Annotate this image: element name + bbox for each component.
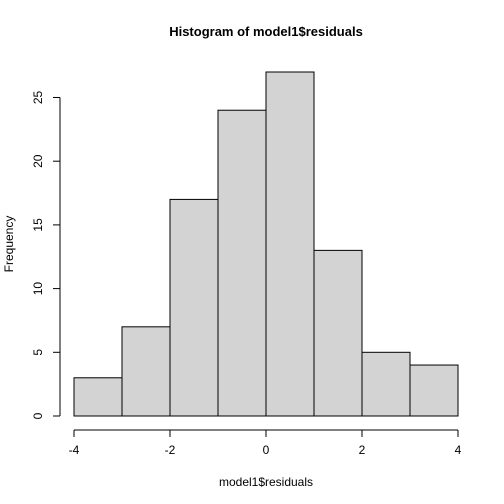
x-tick-label-0: -4 [69,443,80,457]
histogram-bar-4 [265,71,315,417]
histogram-bar-3 [217,109,267,417]
y-axis-label: Frequency [2,216,16,273]
x-tick-label-3: 2 [359,443,366,457]
histogram-bar-6 [361,351,411,417]
histogram-bar-1 [121,326,171,417]
y-tick-label-4: 20 [31,154,45,168]
histogram-bar-7 [409,364,459,417]
chart-title: Histogram of model1$residuals [169,24,363,39]
x-tick-label-4: 4 [455,443,462,457]
y-tick-label-5: 25 [31,90,45,104]
histogram-bar-5 [313,249,363,417]
y-tick-label-2: 10 [31,282,45,296]
y-axis: 0 5 10 15 20 25 [31,90,61,419]
x-axis-label: model1$residuals [219,475,313,489]
y-tick-label-3: 15 [31,218,45,232]
histogram-bar-2 [169,198,219,417]
x-tick-label-1: -2 [165,443,176,457]
bars-group [73,71,459,417]
y-tick-label-1: 5 [31,349,45,356]
y-tick-label-0: 0 [31,412,45,419]
x-axis: -4 -2 0 2 4 [69,429,462,457]
x-tick-label-2: 0 [263,443,270,457]
histogram-bar-0 [73,377,123,417]
